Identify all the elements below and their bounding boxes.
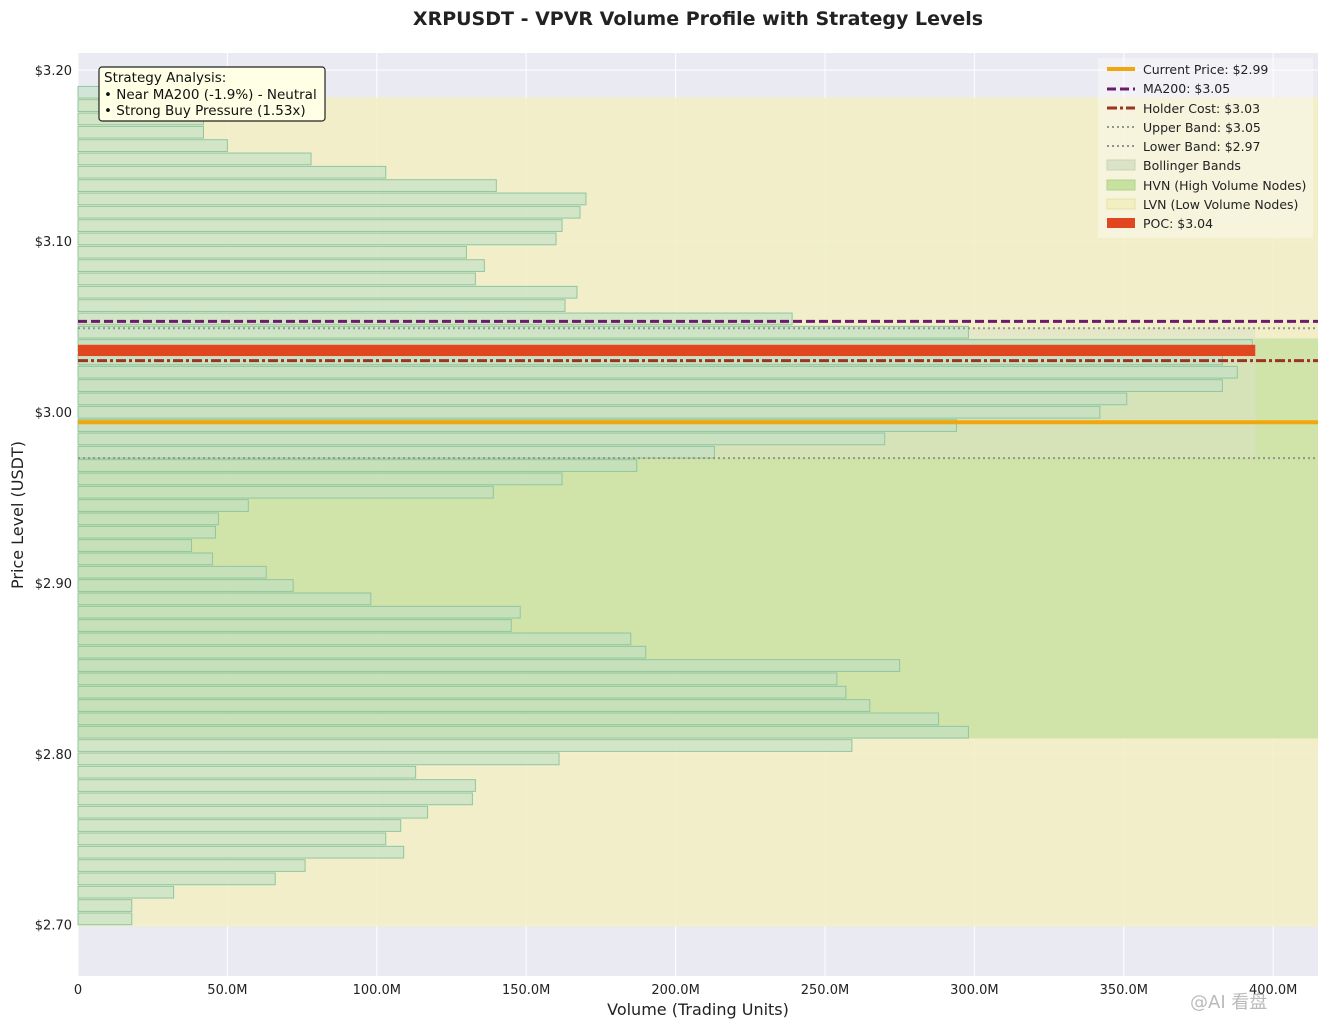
annotation-line: • Strong Buy Pressure (1.53x) [104,103,306,119]
x-tick-label: 250.0M [801,983,849,998]
legend-label: Lower Band: $2.97 [1143,139,1260,154]
y-tick-label: $3.10 [35,235,72,250]
volume-bar [77,512,219,526]
legend-swatch-lvn [1106,198,1136,210]
volume-bar [77,699,871,712]
volume-bar [77,859,306,872]
volume-bar [77,419,957,432]
volume-bar [77,885,175,899]
volume-bar [77,752,560,766]
legend-label: MA200: $3.05 [1143,81,1230,96]
annotation-line: Strategy Analysis: [104,70,226,86]
x-tick-label: 300.0M [950,983,998,998]
volume-bar [77,899,133,912]
volume-bar [77,365,1238,379]
axis-ticks: 0 50.0M 100.0M 150.0M 200.0M 250.0M 300.0M 350.… [35,64,1298,998]
y-tick-label: $3.00 [35,406,72,421]
volume-bar [77,819,402,832]
volume-bar [77,139,228,152]
legend-label: Current Price: $2.99 [1143,62,1268,77]
x-tick-label: 50.0M [207,983,247,998]
volume-bar [77,472,563,486]
volume-bar [77,805,429,819]
legend-swatch-poc [1107,218,1135,228]
volume-bar [77,392,1128,406]
volume-bar [77,325,969,339]
legend-label: Bollinger Bands [1143,158,1241,173]
y-tick-label: $3.20 [35,64,72,79]
y-tick-label: $2.80 [35,748,72,763]
volume-bar [77,312,793,326]
annotation-line: • Near MA200 (-1.9%) - Neutral [104,87,317,103]
volume-bar [77,125,204,139]
volume-bar [77,192,587,206]
volume-bar [77,232,557,246]
x-tick-label: 350.0M [1100,983,1148,998]
volume-bar [77,245,467,259]
legend: Current Price: $2.99 MA200: $3.05 Holder… [1098,58,1313,238]
x-tick-label: 200.0M [651,983,699,998]
volume-bar [77,259,485,272]
volume-bar [77,459,638,472]
volume-bar [77,632,632,646]
volume-bar [77,152,312,166]
volume-bar [77,205,581,219]
volume-bar [77,432,886,446]
volume-bar [77,725,969,739]
volume-bar [77,685,847,699]
y-tick-label: $2.70 [35,919,72,934]
volume-bar [77,872,276,886]
volume-bar [77,565,267,579]
volume-bar [77,405,1101,419]
legend-label: Upper Band: $3.05 [1143,120,1261,135]
volume-bar [77,552,213,566]
volume-bar [77,525,216,539]
legend-label: Holder Cost: $3.03 [1143,101,1260,116]
y-tick-label: $2.90 [35,577,72,592]
x-tick-label: 150.0M [502,983,550,998]
volume-bar [77,485,494,499]
volume-bar [77,659,901,672]
volume-bar [77,579,294,592]
volume-bar [77,165,387,179]
x-tick-label: 0 [74,983,82,998]
volume-bar [77,779,476,792]
volume-bar [77,645,647,659]
volume-bar [77,285,578,299]
annotation-box [98,66,326,122]
volume-bar [77,499,249,512]
volume-bar [77,739,853,752]
volume-bar [77,379,1223,392]
volume-bar [77,912,133,926]
legend-swatch-hvn [1106,179,1136,191]
chart-title: XRPUSDT - VPVR Volume Profile with Strat… [413,8,983,30]
watermark: @AI 看盘 [1190,992,1267,1013]
poc-bar [78,344,1256,357]
volume-bar [77,845,405,859]
y-axis-label: Price Level (USDT) [8,441,27,589]
legend-swatch-bollinger [1106,159,1136,171]
x-tick-label: 100.0M [353,983,401,998]
volume-bar [77,712,940,726]
x-tick-label: 400.0M [1249,983,1297,998]
volume-bar [77,672,838,686]
volume-bar [77,765,417,779]
volume-bar [77,219,563,232]
volume-bar [77,605,521,619]
volume-bar [77,592,372,606]
volume-bar [77,445,715,459]
strategy-annotation: Strategy Analysis: • Near MA200 (-1.9%) … [98,66,326,122]
volume-bar [77,792,473,806]
volume-bar [77,832,387,846]
x-axis-label: Volume (Trading Units) [607,1000,789,1019]
volume-bar [77,619,512,632]
legend-label: POC: $3.04 [1143,216,1213,231]
legend-label: HVN (High Volume Nodes) [1143,178,1306,193]
volume-bar [77,179,497,192]
volume-bar [77,272,476,286]
legend-label: LVN (Low Volume Nodes) [1143,197,1298,212]
volume-bar [77,299,566,312]
volume-bar [77,539,193,552]
